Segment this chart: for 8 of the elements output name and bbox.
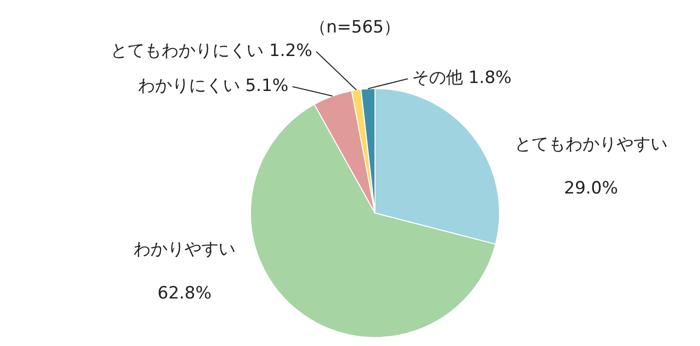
data-label: 62.8% xyxy=(157,284,212,304)
slice-label: とてもわかりにくい 1.2% xyxy=(110,41,312,62)
slice-label: わかりやすい xyxy=(134,240,236,260)
slice-label: わかりにくい 5.1% xyxy=(138,76,288,96)
chart-title: （n=565） xyxy=(309,17,401,38)
data-label: 29.0% xyxy=(564,178,618,199)
slice-label: その他 1.8% xyxy=(412,68,512,88)
slice-label: とてもわかりやすい xyxy=(514,134,668,155)
